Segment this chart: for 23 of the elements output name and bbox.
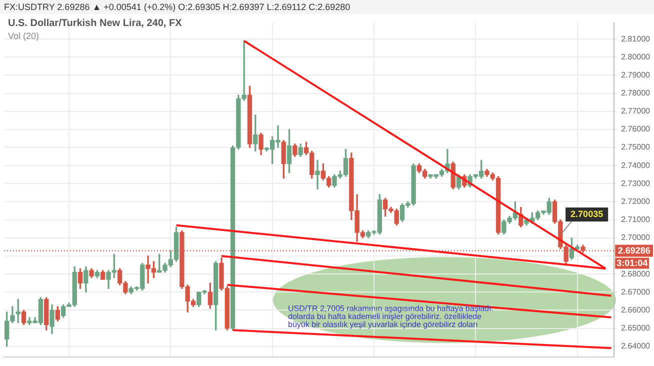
ref-line-label: 2.69286	[618, 245, 650, 256]
y-tick-label: 2.65000	[621, 323, 651, 332]
y-tick-label: 2.68000	[621, 269, 651, 278]
y-tick-label: 2.76000	[621, 124, 651, 134]
y-tick-label: 2.74000	[621, 160, 651, 170]
text: FX:USDTRY 2.69286 ▲ +0.00541 (+0.2%) O:2.69305 H:2.69397 L:2.69112 C:2.69280	[0, 0, 654, 14]
chart-title: U.S. Dollar/Turkish New Lira, 240, FX	[8, 18, 182, 29]
y-tick-label: 2.77000	[621, 106, 651, 116]
y-tick-label: 2.79000	[621, 70, 651, 80]
y-tick-label: 2.73000	[621, 178, 651, 188]
y-tick-label: 2.70000	[621, 233, 651, 242]
annotation: 2.70035	[570, 208, 604, 219]
y-tick-label: 2.71000	[621, 215, 651, 224]
y-tick-label: 2.67000	[621, 287, 651, 296]
y-tick-label: 2.78000	[621, 88, 651, 98]
text: 3:01:04	[616, 258, 648, 268]
y-tick-label: 2.64000	[621, 342, 651, 351]
y-tick-label: 2.81000	[621, 34, 651, 44]
y-tick-label: 2.72000	[621, 196, 651, 206]
y-tick-label: 2.75000	[621, 142, 651, 152]
y-tick-label: 2.66000	[621, 305, 651, 314]
text: Vol (20)	[8, 31, 40, 41]
y-tick-label: 2.80000	[621, 52, 651, 62]
